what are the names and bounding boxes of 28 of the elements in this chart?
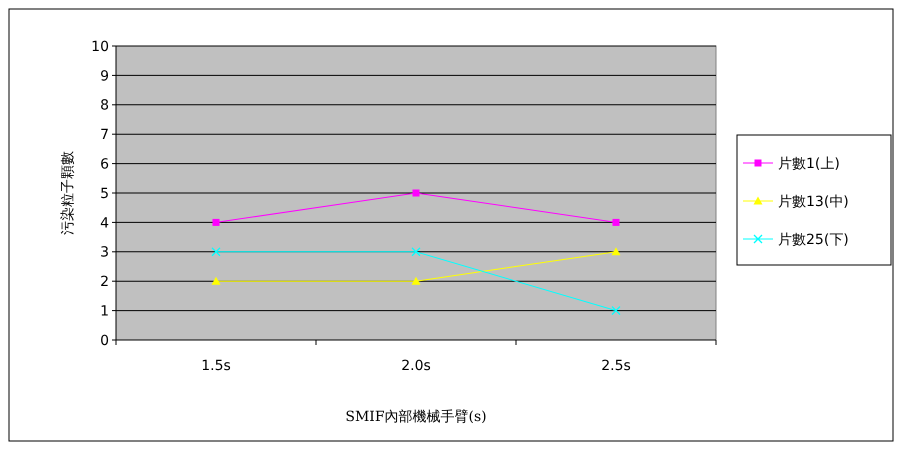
point bbox=[412, 276, 420, 285]
point bbox=[612, 218, 620, 226]
y-tick-label: 4 bbox=[100, 215, 110, 232]
legend-label: 片數1(上) bbox=[778, 156, 840, 172]
y-tick-label: 1 bbox=[100, 304, 109, 320]
y-tick-label: 2 bbox=[100, 274, 109, 290]
y-tick-label: 5 bbox=[100, 186, 109, 202]
y-tick-label: 7 bbox=[100, 127, 109, 144]
point bbox=[411, 247, 421, 256]
y-tick-label: 6 bbox=[100, 156, 110, 172]
x-axis-title: SMIF內部機械手臂(s) bbox=[345, 409, 487, 425]
y-tick-label: 8 bbox=[100, 98, 109, 114]
x-tick-label: 2.5s bbox=[601, 358, 631, 374]
point bbox=[611, 306, 621, 316]
y-tick-label: 3 bbox=[100, 244, 109, 261]
legend-label: 片數13(中) bbox=[778, 194, 849, 210]
point bbox=[212, 218, 220, 226]
y-tick-label: 9 bbox=[100, 68, 109, 84]
y-tick-label: 0 bbox=[100, 332, 109, 349]
legend-label: 片數25(下) bbox=[778, 232, 849, 248]
point bbox=[211, 247, 221, 256]
x-tick-label: 1.5s bbox=[201, 358, 231, 374]
x-tick-label: 2.0s bbox=[401, 358, 431, 374]
y-tick-label: 10 bbox=[91, 38, 109, 55]
point bbox=[212, 276, 220, 285]
y-axis-title: 污染粒子顆數 bbox=[60, 151, 76, 235]
point bbox=[612, 247, 620, 256]
point bbox=[412, 190, 420, 196]
